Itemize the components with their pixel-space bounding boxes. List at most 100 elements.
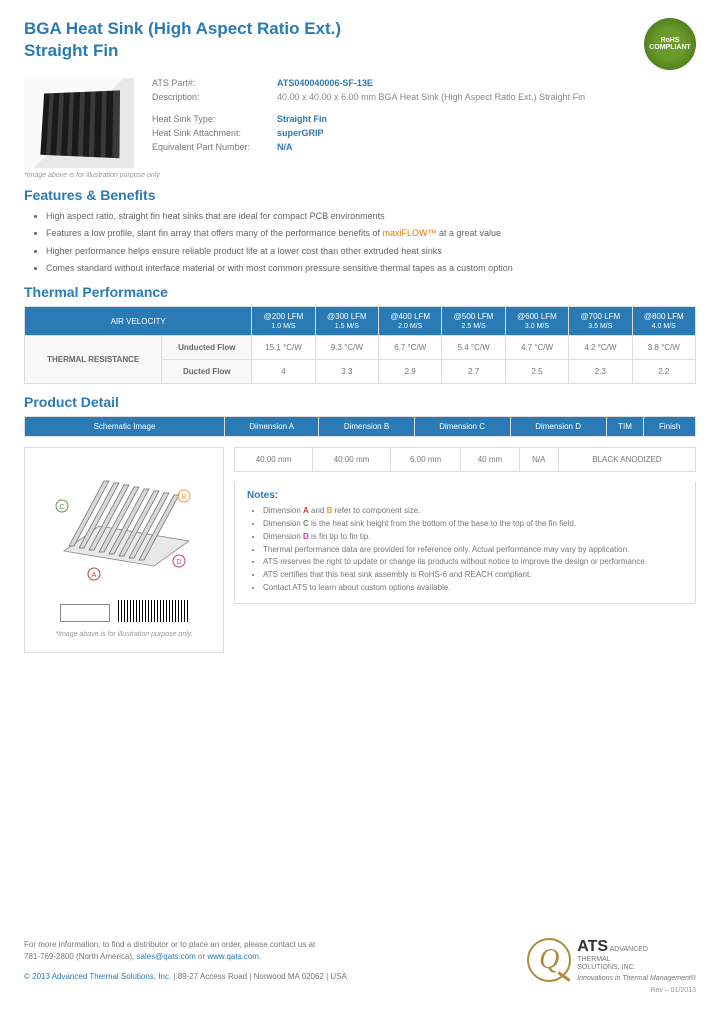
thermal-value: 4 <box>252 360 315 384</box>
footer: For more information, to find a distribu… <box>24 937 696 994</box>
equiv-label: Equivalent Part Number: <box>152 142 277 152</box>
ats-logo-text: ATS ADVANCED THERMAL SOLUTIONS, INC. Inn… <box>577 937 696 983</box>
thermal-value: 2.3 <box>569 360 632 384</box>
spec-grid: ATS Part#:ATS040040006-SF-13E Descriptio… <box>152 78 696 168</box>
thermal-value: 4.2 °C/W <box>569 336 632 360</box>
copyright: © 2013 Advanced Thermal Solutions, Inc. <box>24 972 171 981</box>
thermal-col-header: @400 LFM2.0 M/S <box>379 307 442 336</box>
header: BGA Heat Sink (High Aspect Ratio Ext.) S… <box>24 18 696 70</box>
features-heading: Features & Benefits <box>24 187 696 203</box>
placeholder-box <box>60 604 110 622</box>
part-label: ATS Part#: <box>152 78 277 88</box>
title-line2: Straight Fin <box>24 40 341 62</box>
feature-item: Features a low profile, slant fin array … <box>46 226 696 241</box>
feature-item: Comes standard without interface materia… <box>46 261 696 276</box>
dimension-value: 40.00 mm <box>313 448 391 472</box>
part-value: ATS040040006-SF-13E <box>277 78 373 88</box>
thermal-value: 15.1 °C/W <box>252 336 315 360</box>
detail-col-header: Finish <box>644 417 696 437</box>
schematic-cell: B C A D *Image above is for illustration… <box>24 447 224 653</box>
dimension-value: 6.00 mm <box>391 448 461 472</box>
thermal-value: 6.7 °C/W <box>379 336 442 360</box>
note-item: Dimension C is the heat sink height from… <box>263 518 683 531</box>
desc-label: Description: <box>152 92 277 102</box>
thermal-resistance-label: THERMAL RESISTANCE <box>25 336 162 384</box>
product-image <box>24 78 134 168</box>
email-link[interactable]: sales@qats.com <box>137 952 196 961</box>
thermal-value: 2.9 <box>379 360 442 384</box>
ats-logo: Q ATS ADVANCED THERMAL SOLUTIONS, INC. I… <box>527 937 696 983</box>
rohs-text: RoHS COMPLIANT <box>644 37 696 51</box>
feature-item: High aspect ratio, straight fin heat sin… <box>46 209 696 224</box>
phone: 781-769-2800 (North America), <box>24 952 137 961</box>
flow-type-label: Ducted Flow <box>162 360 252 384</box>
detail-col-header: Dimension C <box>414 417 510 437</box>
datasheet-page: BGA Heat Sink (High Aspect Ratio Ext.) S… <box>0 0 720 1012</box>
features-list: High aspect ratio, straight fin heat sin… <box>46 209 696 276</box>
thermal-value: 9.3 °C/W <box>315 336 378 360</box>
thermal-value: 3.3 <box>315 360 378 384</box>
dimension-value: BLACK ANODIZED <box>558 448 695 472</box>
air-velocity-header: AIR VELOCITY <box>25 307 252 336</box>
heatsink-photo <box>40 90 120 158</box>
thermal-col-header: @200 LFM1.0 M/S <box>252 307 315 336</box>
note-item: Dimension A and B refer to component siz… <box>263 505 683 518</box>
barcode <box>118 600 188 622</box>
thermal-value: 3.8 °C/W <box>632 336 695 360</box>
tagline: Innovations in Thermal Management® <box>577 975 696 983</box>
detail-col-header: Schematic Image <box>25 417 225 437</box>
feature-item: Higher performance helps ensure reliable… <box>46 244 696 259</box>
revision: Rev – 01/2013 <box>24 987 696 994</box>
detail-table: Schematic ImageDimension ADimension BDim… <box>24 416 696 437</box>
note-item: ATS reserves the right to update or chan… <box>263 556 683 569</box>
note-item: ATS certifies that this heat sink assemb… <box>263 569 683 582</box>
notes-list: Dimension A and B refer to component siz… <box>263 505 683 595</box>
thermal-heading: Thermal Performance <box>24 284 696 300</box>
contact-line1: For more information, to find a distribu… <box>24 939 347 951</box>
schematic-image: B C A D <box>33 456 215 591</box>
detail-col-header: Dimension A <box>225 417 319 437</box>
detail-right: 40.00 mm40.00 mm6.00 mm40 mmN/ABLACK ANO… <box>234 447 696 653</box>
notes-box: Notes: Dimension A and B refer to compon… <box>234 482 696 604</box>
thermal-value: 2.5 <box>505 360 568 384</box>
detail-heading: Product Detail <box>24 394 696 410</box>
thermal-value: 4.7 °C/W <box>505 336 568 360</box>
maxiflow-link[interactable]: maxiFLOW™ <box>383 228 437 238</box>
dimension-values-table: 40.00 mm40.00 mm6.00 mm40 mmN/ABLACK ANO… <box>234 447 696 472</box>
equiv-value: N/A <box>277 142 293 152</box>
desc-value: 40.00 x 40.00 x 6.00 mm BGA Heat Sink (H… <box>277 92 585 102</box>
dimension-value: 40.00 mm <box>235 448 313 472</box>
detail-col-header: TIM <box>606 417 644 437</box>
thermal-col-header: @800 LFM4.0 M/S <box>632 307 695 336</box>
note-item: Thermal performance data are provided fo… <box>263 544 683 557</box>
thermal-table: AIR VELOCITY@200 LFM1.0 M/S@300 LFM1.5 M… <box>24 306 696 384</box>
svg-text:A: A <box>92 572 97 579</box>
notes-heading: Notes: <box>247 490 683 501</box>
flow-type-label: Unducted Flow <box>162 336 252 360</box>
detail-col-header: Dimension D <box>510 417 606 437</box>
attach-value: superGRIP <box>277 128 324 138</box>
footer-text: For more information, to find a distribu… <box>24 939 347 983</box>
thermal-col-header: @500 LFM2.5 M/S <box>442 307 505 336</box>
note-item: Dimension D is fin tip to fin tip. <box>263 531 683 544</box>
title-line1: BGA Heat Sink (High Aspect Ratio Ext.) <box>24 18 341 40</box>
thermal-col-header: @600 LFM3.0 M/S <box>505 307 568 336</box>
title-block: BGA Heat Sink (High Aspect Ratio Ext.) S… <box>24 18 341 62</box>
address: | 89-27 Access Road | Norwood MA 02062 |… <box>171 972 347 981</box>
dimension-value: N/A <box>519 448 558 472</box>
schematic-note: *Image above is for illustration purpose… <box>33 631 215 638</box>
detail-body: B C A D *Image above is for illustration… <box>24 447 696 653</box>
thermal-col-header: @300 LFM1.5 M/S <box>315 307 378 336</box>
dimension-value: 40 mm <box>461 448 520 472</box>
type-value: Straight Fin <box>277 114 327 124</box>
thermal-value: 2.7 <box>442 360 505 384</box>
product-summary: ATS Part#:ATS040040006-SF-13E Descriptio… <box>24 78 696 168</box>
image-note: *Image above is for illustration purpose… <box>24 172 696 179</box>
attach-label: Heat Sink Attachment: <box>152 128 277 138</box>
q-logo-icon: Q <box>527 938 571 982</box>
detail-col-header: Dimension B <box>319 417 414 437</box>
website-link[interactable]: www.qats.com <box>207 952 259 961</box>
type-label: Heat Sink Type: <box>152 114 277 124</box>
thermal-value: 2.2 <box>632 360 695 384</box>
note-item: Contact ATS to learn about custom option… <box>263 582 683 595</box>
